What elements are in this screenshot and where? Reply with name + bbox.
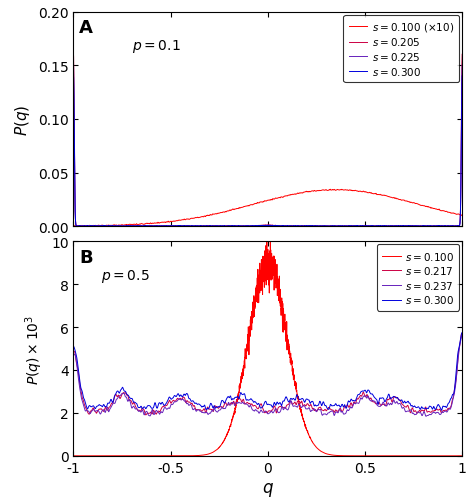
$s=0.300$ [71,74,76,80]
$s=0.100\ (\times 10)$ [452,211,457,217]
$s=0.300$ [452,385,457,391]
Line: $s=0.205$: $s=0.205$ [73,55,462,227]
$s=0.237$ [459,333,465,339]
Line: $s=0.300$: $s=0.300$ [73,77,462,227]
$s=0.217$ [115,393,121,399]
Text: $p=0.5$: $p=0.5$ [100,268,149,285]
$s=0.205$ [237,223,242,229]
$s=0.237$ [115,395,121,401]
Text: $p=0.1$: $p=0.1$ [132,38,181,55]
$s=0.100\ (\times 10)$ [237,205,242,211]
$s=0.217$ [220,405,226,411]
$s=0.205$ [115,223,121,229]
$s=0.217$ [410,406,416,412]
X-axis label: $q$: $q$ [262,480,274,498]
$s=0.300$ [438,407,444,413]
$s=0.300$ [71,344,76,350]
$s=0.217$ [71,348,76,354]
$s=0.100\ (\times 10)$ [459,213,465,219]
Y-axis label: $P(q)$: $P(q)$ [13,104,32,135]
$s=0.217$ [452,385,457,391]
$s=0.205$ [452,223,457,229]
Y-axis label: $P(q)\times10^3$: $P(q)\times10^3$ [24,314,46,384]
$s=0.100\ (\times 10)$ [328,187,333,193]
$s=0.300$ [237,395,242,401]
$s=0.225$ [115,223,121,229]
$s=0.237$ [423,413,429,419]
$s=0.300$ [452,223,457,229]
$s=0.217$ [143,412,149,418]
$s=0.217$ [138,408,144,414]
$s=0.225$ [410,223,416,229]
$s=0.100$ [410,453,416,459]
$s=0.100\ (\times 10)$ [115,222,121,228]
$s=0.100\ (\times 10)$ [220,210,226,216]
Line: $s=0.237$: $s=0.237$ [73,336,462,416]
$s=0.225$ [317,224,323,230]
Legend: $s=0.100\ (\times 10)$, $s=0.205$, $s=0.225$, $s=0.300$: $s=0.100\ (\times 10)$, $s=0.205$, $s=0.… [344,16,459,83]
Text: A: A [79,19,93,37]
$s=0.300$ [237,223,242,229]
$s=0.300$ [138,223,144,229]
$s=0.217$ [237,396,242,402]
$s=0.100\ (\times 10)$ [75,223,81,229]
Line: $s=0.225$: $s=0.225$ [73,66,462,227]
$s=0.237$ [219,405,225,411]
$s=0.100$ [71,453,76,459]
$s=0.237$ [138,409,144,415]
$s=0.205$ [410,223,416,229]
$s=0.100$ [219,440,225,446]
$s=0.300$ [219,223,225,229]
$s=0.205$ [440,224,446,230]
$s=0.100$ [115,453,121,459]
$s=0.100\ (\times 10)$ [138,221,144,227]
$s=0.300$ [138,403,144,409]
$s=0.225$ [219,224,225,230]
$s=0.100$ [267,236,273,242]
Legend: $s=0.100$, $s=0.217$, $s=0.237$, $s=0.300$: $s=0.100$, $s=0.217$, $s=0.237$, $s=0.30… [376,245,459,311]
$s=0.100\ (\times 10)$ [410,200,416,206]
$s=0.205$ [71,52,76,58]
$s=0.300$ [454,224,460,230]
$s=0.100$ [237,387,242,393]
$s=0.217$ [459,331,465,337]
$s=0.237$ [71,352,76,358]
Line: $s=0.100\ (\times 10)$: $s=0.100\ (\times 10)$ [73,190,462,226]
$s=0.205$ [459,52,465,58]
$s=0.100$ [459,453,465,459]
$s=0.300$ [459,330,465,336]
$s=0.205$ [219,223,225,229]
Line: $s=0.217$: $s=0.217$ [73,334,462,415]
$s=0.225$ [138,223,144,229]
$s=0.237$ [452,389,457,395]
$s=0.225$ [459,63,465,69]
$s=0.237$ [410,410,416,416]
$s=0.300$ [115,388,121,394]
$s=0.300$ [410,403,416,409]
$s=0.300$ [410,223,416,229]
$s=0.100$ [452,453,457,459]
$s=0.237$ [237,400,242,406]
$s=0.225$ [237,223,242,229]
Text: B: B [79,248,93,266]
$s=0.300$ [459,74,465,80]
$s=0.217$ [459,331,465,337]
$s=0.300$ [115,223,121,229]
$s=0.100\ (\times 10)$ [71,223,76,229]
$s=0.100$ [138,453,144,459]
Line: $s=0.300$: $s=0.300$ [73,333,462,410]
$s=0.205$ [138,223,144,229]
$s=0.300$ [219,398,225,404]
$s=0.225$ [71,63,76,69]
Line: $s=0.100$: $s=0.100$ [73,239,462,456]
$s=0.225$ [452,223,457,229]
